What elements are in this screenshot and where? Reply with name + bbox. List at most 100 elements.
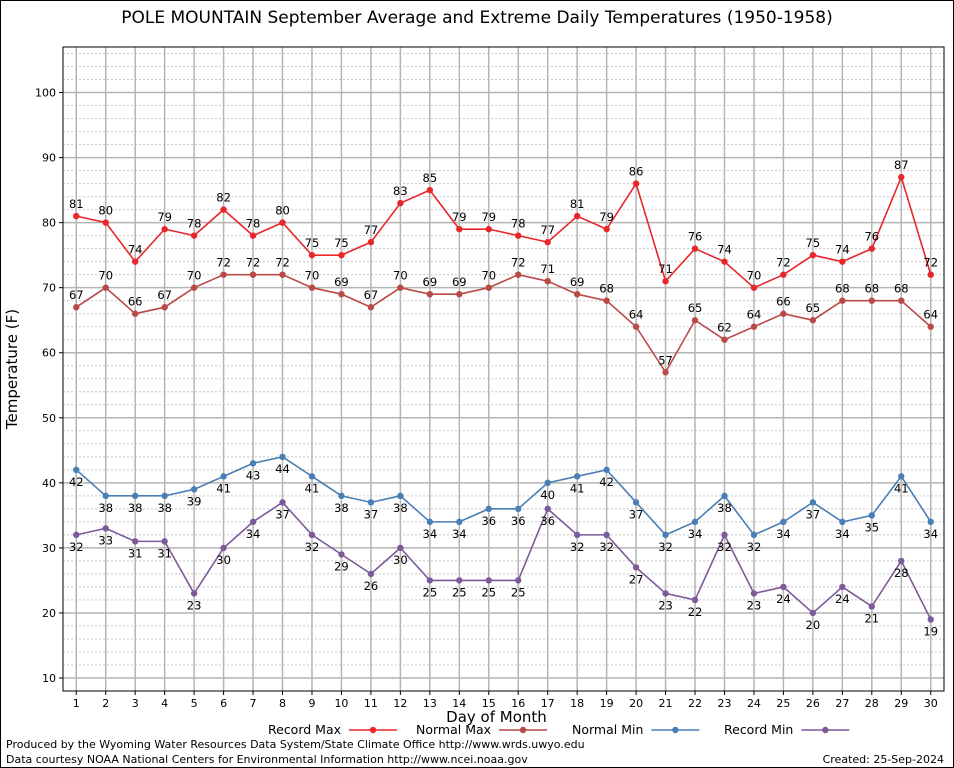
normal-min-point xyxy=(898,473,905,480)
x-tick-label: 6 xyxy=(220,697,227,710)
normal-max-point xyxy=(662,369,669,376)
legend-normal-max-marker xyxy=(519,726,527,734)
record-min-point xyxy=(73,531,80,539)
normal-max-point xyxy=(308,284,316,291)
series-lines xyxy=(73,173,934,623)
record-min-point xyxy=(544,505,551,513)
record-max-data-label: 76 xyxy=(688,230,703,244)
record-max-point xyxy=(73,212,80,220)
normal-min-point xyxy=(603,466,610,474)
record-max-data-label: 74 xyxy=(717,243,732,257)
normal-min-data-label: 38 xyxy=(128,501,143,515)
normal-max-point xyxy=(809,317,817,324)
record-max-data-label: 77 xyxy=(364,223,379,237)
normal-max-point xyxy=(544,277,551,285)
normal-max-data-label: 67 xyxy=(157,288,172,302)
normal-min-data-label: 36 xyxy=(511,514,526,528)
record-max-data-label: 83 xyxy=(393,184,408,198)
normal-max-point xyxy=(515,271,522,278)
normal-min-point xyxy=(220,473,227,480)
normal-min-point xyxy=(632,499,640,506)
normal-max-data-label: 72 xyxy=(511,256,526,270)
record-min-point xyxy=(691,596,699,604)
data-labels: 81 80 74 79 78 82 78 80 75 75 77 83 85 79 79 78 77 81 79 86… xyxy=(69,158,938,638)
record-min-data-label: 26 xyxy=(364,579,379,593)
record-min-point xyxy=(485,577,492,584)
record-max-data-label: 75 xyxy=(305,236,320,250)
record-min-point xyxy=(426,577,434,584)
normal-max-data-label: 57 xyxy=(658,353,673,367)
record-min-point xyxy=(662,590,669,597)
normal-max-point xyxy=(573,290,581,298)
record-max-line xyxy=(76,174,932,289)
normal-max-data-label: 65 xyxy=(688,301,703,315)
record-max-point xyxy=(927,271,934,278)
record-max-data-label: 75 xyxy=(334,236,349,250)
record-max-point xyxy=(338,251,345,259)
record-min-point xyxy=(161,538,168,545)
record-min-data-label: 37 xyxy=(275,507,290,521)
record-min-point xyxy=(868,603,876,610)
record-min-point xyxy=(190,590,198,597)
x-tick-label: 25 xyxy=(776,697,790,710)
normal-min-point xyxy=(780,518,787,526)
normal-min-data-label: 38 xyxy=(98,501,113,515)
record-max-data-label: 81 xyxy=(69,197,84,211)
record-max-data-label: 75 xyxy=(806,236,821,250)
record-min-point xyxy=(367,570,375,578)
x-tick-label: 29 xyxy=(894,697,908,710)
record-max-data-label: 87 xyxy=(894,158,909,172)
record-min-data-label: 27 xyxy=(629,572,644,586)
x-tick-label: 3 xyxy=(132,697,139,710)
x-tick-label: 2 xyxy=(102,697,109,710)
normal-min-data-label: 37 xyxy=(629,507,644,521)
record-max-data-label: 86 xyxy=(629,165,644,179)
normal-min-point xyxy=(397,492,404,500)
normal-min-point xyxy=(809,499,817,506)
normal-min-point xyxy=(279,453,286,461)
record-max-data-label: 78 xyxy=(246,217,261,231)
normal-min-point xyxy=(485,505,492,513)
record-max-point xyxy=(691,245,699,252)
record-max-point xyxy=(131,258,139,265)
x-tick-label: 28 xyxy=(865,697,879,710)
normal-max-data-label: 69 xyxy=(570,275,585,289)
record-max-point xyxy=(573,212,581,220)
plot-border xyxy=(62,46,945,692)
normal-min-data-label: 43 xyxy=(246,468,261,482)
record-min-line xyxy=(76,501,932,620)
record-min-point xyxy=(721,531,728,539)
normal-min-point xyxy=(691,518,699,526)
x-tick-label: 1 xyxy=(73,697,80,710)
record-min-data-label: 25 xyxy=(481,585,496,599)
legend-record-min-label: Record Min xyxy=(724,722,793,737)
normal-max-point xyxy=(338,290,345,298)
record-min-point xyxy=(456,577,463,584)
record-max-data-label: 72 xyxy=(923,256,938,270)
normal-max-point xyxy=(632,323,640,330)
record-min-data-label: 30 xyxy=(393,553,408,567)
legend-normal-min-label: Normal Min xyxy=(572,722,643,737)
normal-min-data-label: 37 xyxy=(364,507,379,521)
record-min-data-label: 24 xyxy=(776,592,791,606)
normal-min-data-label: 38 xyxy=(717,501,732,515)
record-min-point xyxy=(397,544,404,552)
normal-max-data-label: 67 xyxy=(364,288,379,302)
x-tick-label: 21 xyxy=(659,697,673,710)
x-tick-label: 14 xyxy=(452,697,466,710)
record-max-point xyxy=(456,225,463,233)
normal-min-point xyxy=(721,492,728,500)
x-tick-label: 7 xyxy=(250,697,257,710)
record-min-data-label: 25 xyxy=(423,585,438,599)
x-tick-label: 5 xyxy=(191,697,198,710)
record-min-point xyxy=(249,518,257,526)
normal-min-point xyxy=(515,505,522,513)
record-min-data-label: 24 xyxy=(835,592,850,606)
record-min-data-label: 19 xyxy=(923,624,938,638)
normal-min-data-label: 35 xyxy=(864,520,879,534)
record-max-data-label: 74 xyxy=(835,243,850,257)
x-tick-label: 4 xyxy=(161,697,168,710)
normal-min-data-label: 41 xyxy=(570,481,585,495)
